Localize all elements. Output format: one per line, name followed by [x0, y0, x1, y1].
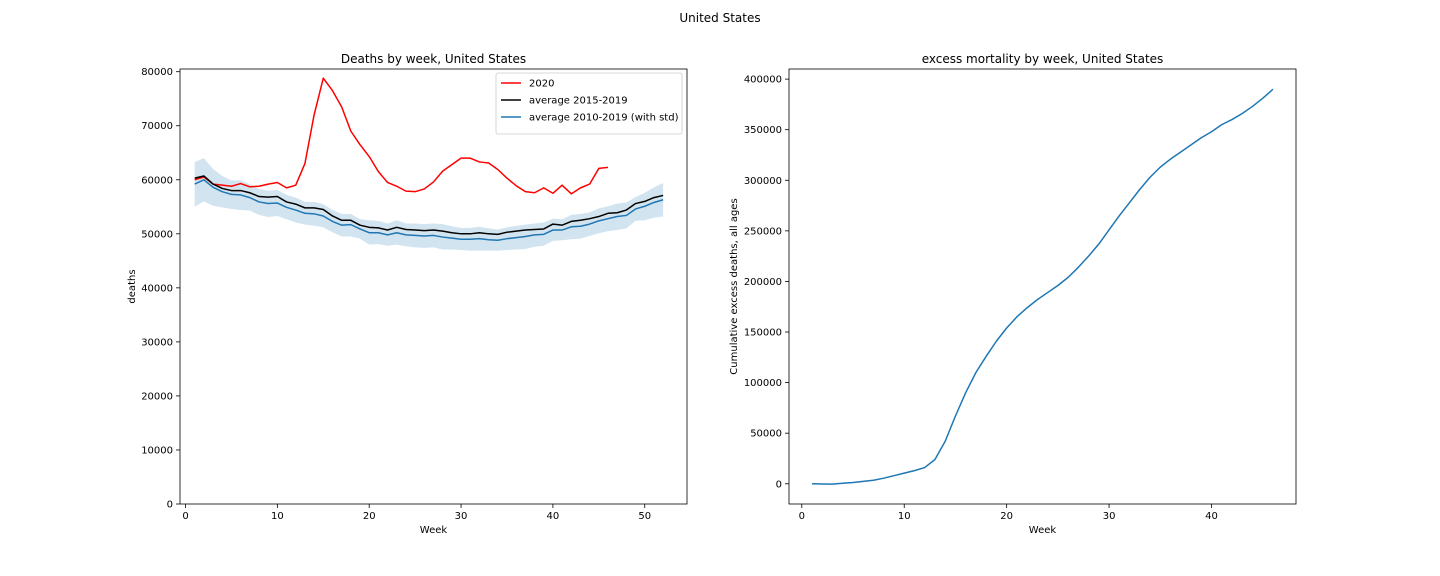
y-tick-label: 400000 — [744, 75, 782, 86]
chart-title: excess mortality by week, United States — [922, 52, 1164, 66]
y-tick-label: 50000 — [141, 229, 173, 240]
y-tick-label: 100000 — [744, 378, 782, 389]
x-tick-label: 0 — [182, 511, 188, 522]
x-tick-label: 10 — [271, 511, 284, 522]
y-tick-label: 70000 — [141, 121, 173, 132]
y-tick-label: 0 — [167, 500, 173, 511]
y-tick-label: 40000 — [141, 283, 173, 294]
series-line-0 — [194, 77, 609, 195]
x-tick-label: 10 — [898, 511, 911, 522]
series-line-0 — [812, 88, 1274, 485]
y-tick-label: 60000 — [141, 175, 173, 186]
x-tick-label: 30 — [1103, 511, 1116, 522]
figure-suptitle: United States — [679, 11, 760, 25]
y-tick-label: 20000 — [141, 391, 173, 402]
legend-entry: average 2010-2019 (with std) — [529, 113, 679, 124]
y-tick-label: 80000 — [141, 67, 173, 78]
x-tick-label: 50 — [638, 511, 651, 522]
x-tick-label: 20 — [1000, 511, 1013, 522]
y-tick-label: 250000 — [744, 226, 782, 237]
chart-legend: 2020 average 2015-2019 average 2010-2019 (… — [495, 72, 683, 135]
x-tick-label: 40 — [1205, 511, 1218, 522]
y-tick-label: 10000 — [141, 445, 173, 456]
legend-box — [495, 72, 683, 135]
chart-title: Deaths by week, United States — [341, 52, 526, 66]
x-tick-label: 40 — [547, 511, 560, 522]
deaths-by-week-chart: Deaths by week, United States 0 10 20 30 40 50… — [127, 52, 688, 536]
legend-entry: average 2015-2019 — [529, 96, 628, 107]
axes-frame — [179, 68, 688, 505]
y-tick-label: 0 — [776, 479, 782, 490]
y-axis-label: deaths — [127, 269, 138, 303]
y-tick-label: 150000 — [744, 328, 782, 339]
y-axis-label: Cumulative excess deaths, all ages — [729, 198, 740, 374]
x-tick-label: 20 — [363, 511, 376, 522]
excess-mortality-chart: excess mortality by week, United States 0… — [729, 52, 1297, 536]
y-tick-label: 350000 — [744, 125, 782, 136]
x-axis-label: Week — [1029, 525, 1057, 536]
series-band-std — [194, 158, 664, 251]
y-tick-label: 300000 — [744, 176, 782, 187]
y-tick-label: 50000 — [750, 429, 782, 440]
series-line-1 — [194, 175, 664, 236]
axes-frame — [788, 68, 1297, 505]
legend-entry: 2020 — [529, 79, 554, 90]
x-tick-label: 0 — [799, 511, 805, 522]
x-tick-label: 30 — [455, 511, 468, 522]
y-tick-label: 200000 — [744, 277, 782, 288]
x-axis-label: Week — [420, 525, 448, 536]
y-tick-label: 30000 — [141, 337, 173, 348]
series-line-2 — [194, 179, 664, 242]
